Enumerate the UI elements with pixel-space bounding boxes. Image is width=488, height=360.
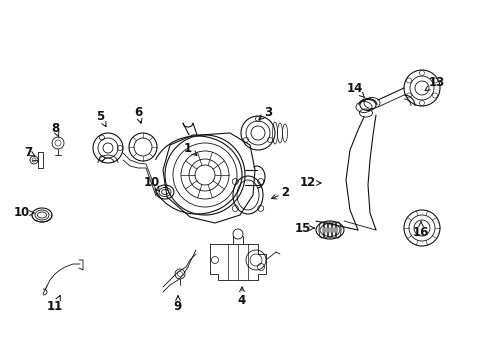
Text: 12: 12 (299, 176, 321, 189)
Text: 2: 2 (271, 186, 288, 199)
Text: 9: 9 (174, 296, 182, 312)
Text: 16: 16 (412, 222, 428, 238)
Text: 10: 10 (14, 207, 34, 220)
Text: 10: 10 (143, 175, 160, 192)
Text: 4: 4 (237, 287, 245, 306)
Text: 3: 3 (259, 105, 271, 120)
Text: 13: 13 (424, 76, 444, 91)
Text: 7: 7 (24, 145, 35, 158)
Text: 11: 11 (47, 296, 63, 312)
Text: 6: 6 (134, 105, 142, 123)
Text: 14: 14 (346, 81, 364, 98)
Text: 15: 15 (294, 221, 314, 234)
Text: 5: 5 (96, 109, 106, 127)
Text: 8: 8 (51, 122, 59, 137)
Text: 1: 1 (183, 141, 197, 156)
